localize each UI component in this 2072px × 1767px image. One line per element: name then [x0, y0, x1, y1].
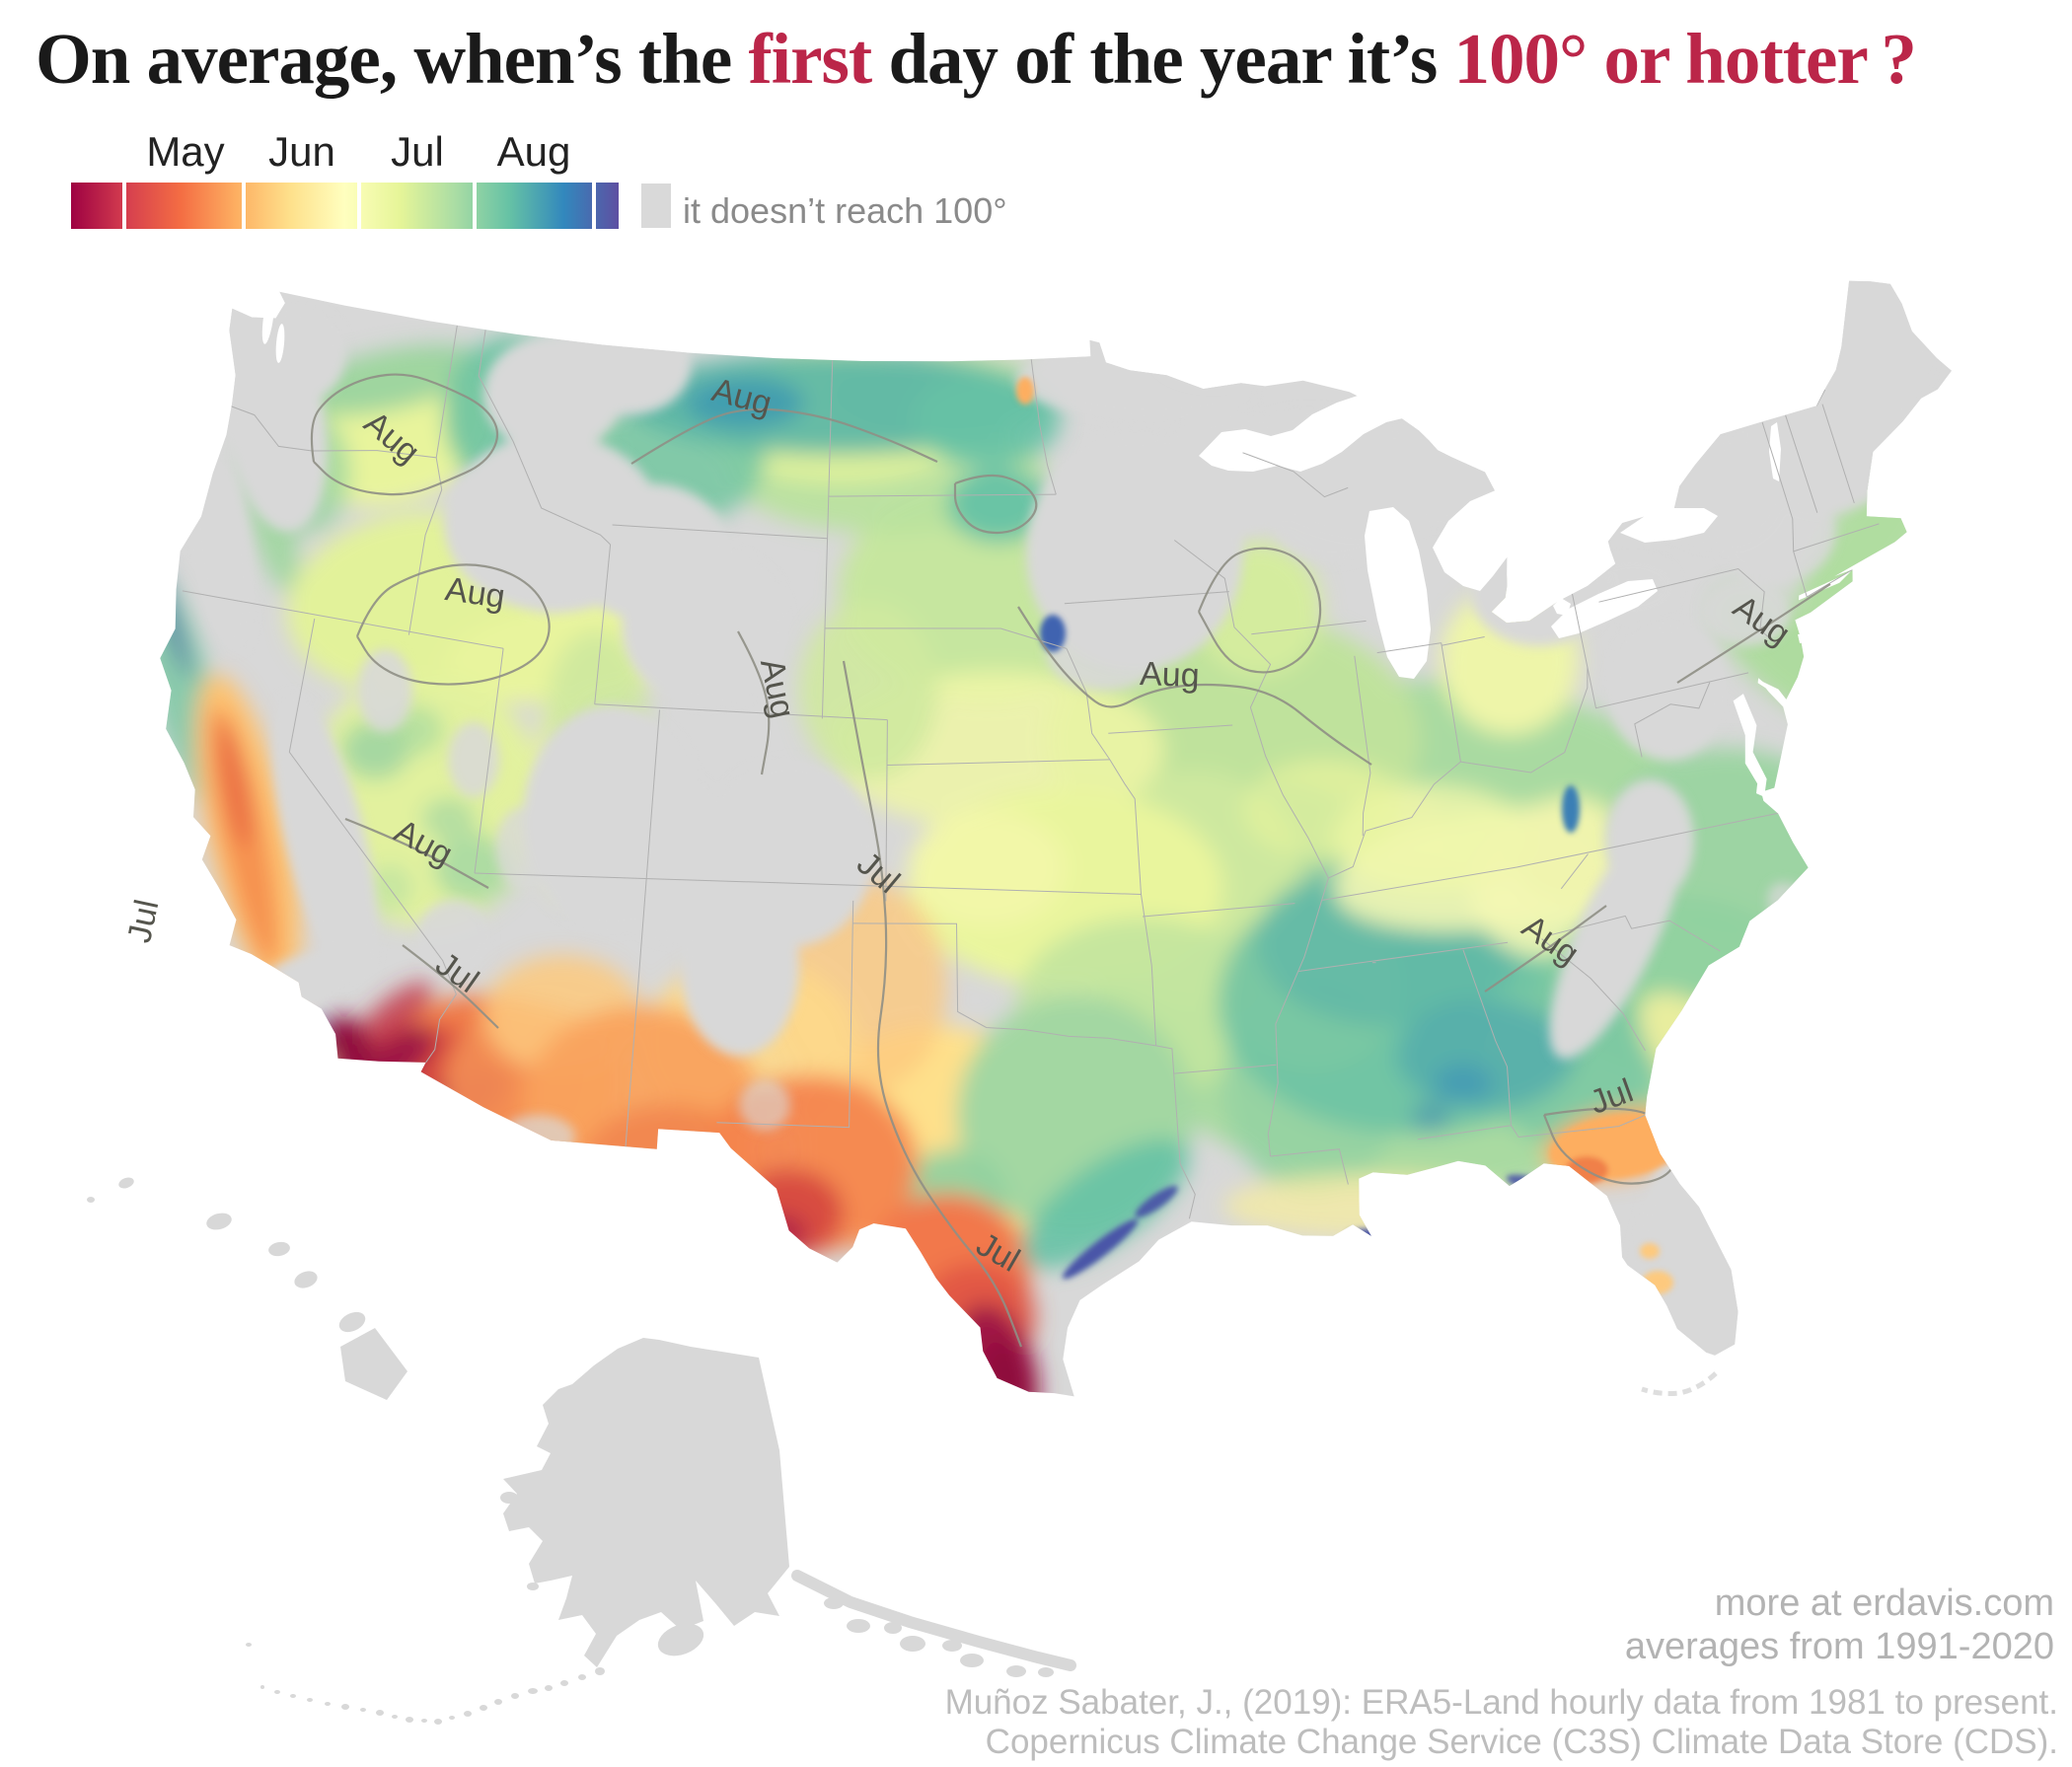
svg-text:Aug: Aug: [1139, 655, 1200, 695]
svg-text:Jul: Jul: [120, 897, 166, 946]
svg-text:Aug: Aug: [443, 570, 507, 616]
